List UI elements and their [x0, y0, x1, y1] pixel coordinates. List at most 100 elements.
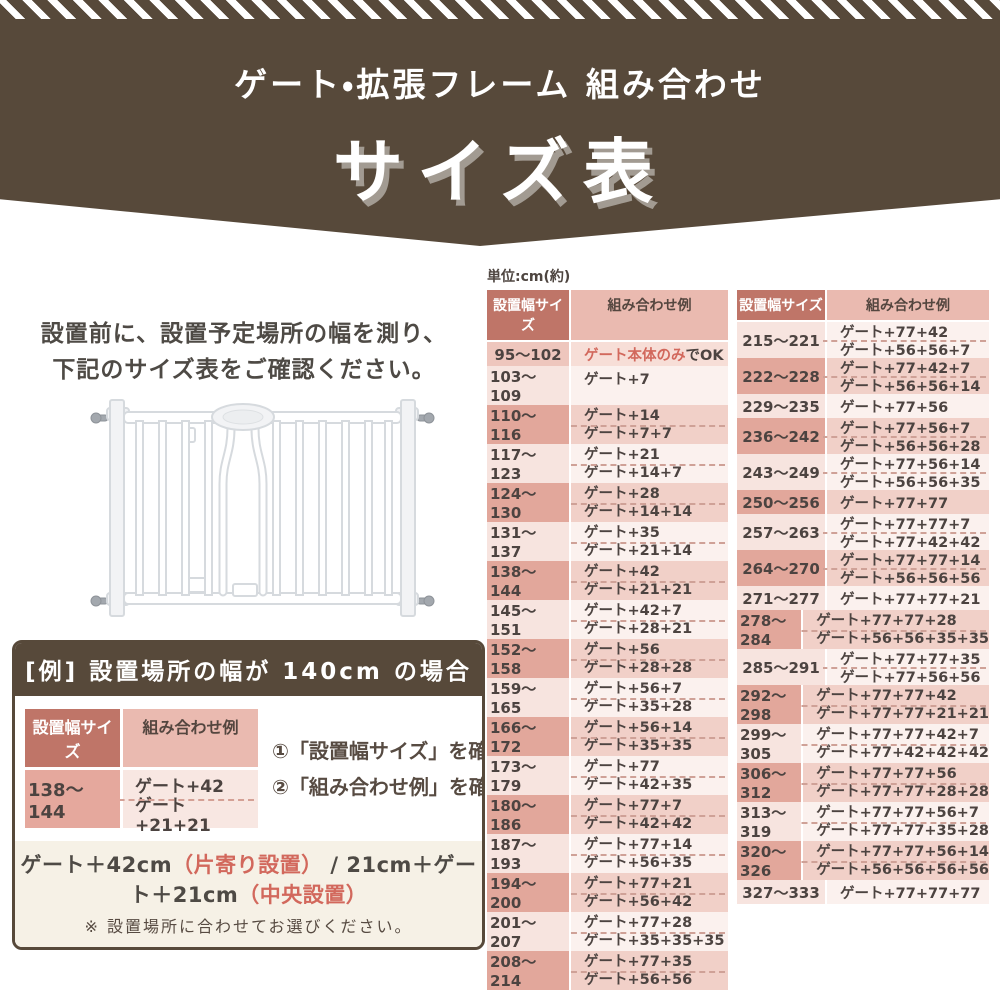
combination-option: ゲート+42+35: [584, 776, 693, 793]
combination-option: ゲート+77+21: [584, 875, 693, 892]
combination-option: ゲート+77+77+56+7: [816, 804, 979, 821]
option-divider-dashed-line: [742, 340, 986, 342]
combination-option: ゲート+77+28: [584, 914, 693, 931]
unit-note: 単位:cm(約): [487, 269, 571, 285]
size-table-row: 306〜312 ゲート+77+77+56 ゲート+77+77+28+28: [737, 763, 989, 802]
combination-option: ゲート+42+42: [584, 815, 693, 832]
combination-option: ゲート+56+56+14: [840, 378, 981, 395]
combination-option: ゲート+35+35: [584, 737, 693, 754]
diagonal-stripes-decoration: [0, 0, 1000, 19]
combination-cell: ゲート+77+77: [827, 490, 989, 514]
size-table-row: 285〜291 ゲート+77+77+35 ゲート+77+56+56: [737, 649, 989, 686]
width-range-cell: 320〜326: [737, 841, 804, 880]
option-divider-dashed-line: [29, 799, 254, 801]
size-table-row: 173〜179 ゲート+77 ゲート+42+35: [487, 756, 728, 795]
combination-option: ゲート+77+42+42+42: [816, 744, 989, 761]
width-range-cell: 299〜305: [737, 724, 804, 763]
combination-cell: ゲート+77+56: [827, 394, 989, 418]
combination-column-header: 組み合わせ例: [827, 290, 989, 320]
combination-option: ゲート+21+21: [584, 581, 693, 598]
baby-gate-illustration: [90, 399, 435, 617]
option-divider-dashed-line: [742, 821, 986, 824]
combination-option: ゲート+77+7: [584, 797, 683, 814]
width-range-cell: 145〜151: [487, 600, 571, 639]
combination-option: ゲート+77+56+7: [840, 420, 971, 437]
width-range-cell: 166〜172: [487, 717, 571, 756]
combination-option: ゲート+77+77: [840, 495, 949, 512]
combination-option: ゲート+14: [584, 407, 660, 424]
width-range-cell: 117〜123: [487, 444, 571, 483]
option-divider-dashed-line: [742, 436, 986, 438]
example-col-combo-header: 組み合わせ例: [123, 709, 258, 767]
option-divider-dashed-line: [492, 736, 725, 739]
combination-cell: ゲート+77+77+14 ゲート+56+56+56: [827, 550, 989, 587]
size-table-row: 215〜221 ゲート+77+42 ゲート+56+56+7: [737, 322, 989, 359]
example-box: [例] 設置場所の幅が 140cm の場合 設置幅サイズ 組み合わせ例 138〜…: [12, 640, 485, 950]
combination-option: ゲート+77+77+35+28: [816, 822, 989, 839]
size-table-row: 117〜123 ゲート+21 ゲート+14+7: [487, 444, 728, 483]
combination-option: ゲート+7: [584, 371, 650, 388]
width-range-cell: 257〜263: [737, 514, 827, 550]
option-divider-dashed-line: [492, 775, 725, 778]
example-mini-table: 設置幅サイズ 組み合わせ例 138〜144 ゲート+42 ゲート+21+21: [25, 709, 258, 836]
size-table-row: 124〜130 ゲート+28 ゲート+14+14: [487, 483, 728, 522]
option-divider-dashed-line: [742, 629, 986, 632]
combination-option: ゲート+77+77+28+28: [816, 783, 989, 800]
example-width-range: 138〜144: [25, 770, 123, 828]
option-divider-dashed-line: [492, 814, 725, 817]
size-table-row: 110〜116 ゲート+14 ゲート+7+7: [487, 405, 728, 444]
width-range-cell: 138〜144: [487, 561, 571, 600]
combination-option: ゲート+28+28: [584, 659, 693, 676]
option-divider-dashed-line: [742, 782, 986, 785]
size-table-row: 159〜165 ゲート+56+7 ゲート+35+28: [487, 678, 728, 717]
size-table-row: 327〜333 ゲート+77+77+77: [737, 880, 989, 904]
combination-option: ゲート+77+77+14: [840, 552, 981, 569]
size-table-row: 243〜249 ゲート+77+56+14 ゲート+56+56+35: [737, 454, 989, 491]
size-table-row: 278〜284 ゲート+77+77+28 ゲート+56+56+35+35: [737, 610, 989, 649]
width-range-cell: 243〜249: [737, 454, 827, 490]
width-range-cell: 201〜207: [487, 912, 571, 951]
option-divider-dashed-line: [742, 743, 986, 746]
option-divider-dashed-line: [742, 532, 986, 534]
width-range-cell: 152〜158: [487, 639, 571, 678]
combination-cell: ゲート+77+77+21: [827, 586, 989, 610]
combination-option: ゲート+77+35: [584, 953, 693, 970]
combination-option: ゲート+77: [584, 758, 660, 775]
width-range-cell: 250〜256: [737, 490, 827, 514]
size-table-row: 222〜228 ゲート+77+42+7 ゲート+56+56+14: [737, 358, 989, 395]
combination-cell: ゲート+77+77+77: [827, 880, 989, 904]
combination-option: ゲート+77+77+42+7: [816, 726, 979, 743]
example-step-2: ②「組み合わせ例」を確認: [272, 774, 482, 799]
width-range-cell: 229〜235: [737, 394, 827, 418]
width-range-cell: 180〜186: [487, 795, 571, 834]
width-range-cell: 222〜228: [737, 358, 827, 394]
combination-option: ゲート+77+42+7: [840, 360, 971, 377]
page-title: サイズ表: [333, 131, 667, 213]
option-divider-dashed-line: [492, 970, 725, 973]
width-range-cell: 278〜284: [737, 610, 804, 649]
size-table-row: 271〜277 ゲート+77+77+21: [737, 586, 989, 610]
size-table-1: 設置幅サイズ 組み合わせ例 95〜102 ゲート本体のみ でOK 103〜109 ゲート+7…: [487, 290, 728, 990]
option-divider-dashed-line: [492, 853, 725, 856]
option-divider-dashed-line: [742, 472, 986, 474]
example-step-1: ①「設置幅サイズ」を確認: [272, 738, 485, 763]
combination-option: ゲート+56+56+56+56: [816, 861, 989, 878]
combination-option: ゲート+77+77+21+21: [816, 705, 989, 722]
combination-option: ゲート+77+56: [840, 399, 949, 416]
option-divider-dashed-line: [742, 704, 986, 707]
width-range-cell: 264〜270: [737, 550, 827, 586]
combination-option: ゲート+14+14: [584, 503, 693, 520]
option-divider-dashed-line: [742, 568, 986, 570]
width-size-column-header: 設置幅サイズ: [487, 290, 571, 340]
combination-cell: ゲート本体のみ でOK: [571, 342, 728, 366]
size-table-row: 292〜298 ゲート+77+77+42 ゲート+77+77+21+21: [737, 685, 989, 724]
intro-line-2: 下記のサイズ表をご確認ください。: [52, 357, 436, 383]
combination-option: ゲート+56+56+56: [840, 570, 981, 587]
combination-option: ゲート+21+14: [584, 542, 693, 559]
combination-option: ゲート+77+77+56: [816, 765, 957, 782]
width-range-cell: 271〜277: [737, 586, 827, 610]
size-table-row: 201〜207 ゲート+77+28 ゲート+35+35+35: [487, 912, 728, 951]
size-table-row: 229〜235 ゲート+77+56: [737, 394, 989, 418]
combination-option: ゲート+77+77+35: [840, 651, 981, 668]
size-table-row: 103〜109 ゲート+7: [487, 366, 728, 405]
